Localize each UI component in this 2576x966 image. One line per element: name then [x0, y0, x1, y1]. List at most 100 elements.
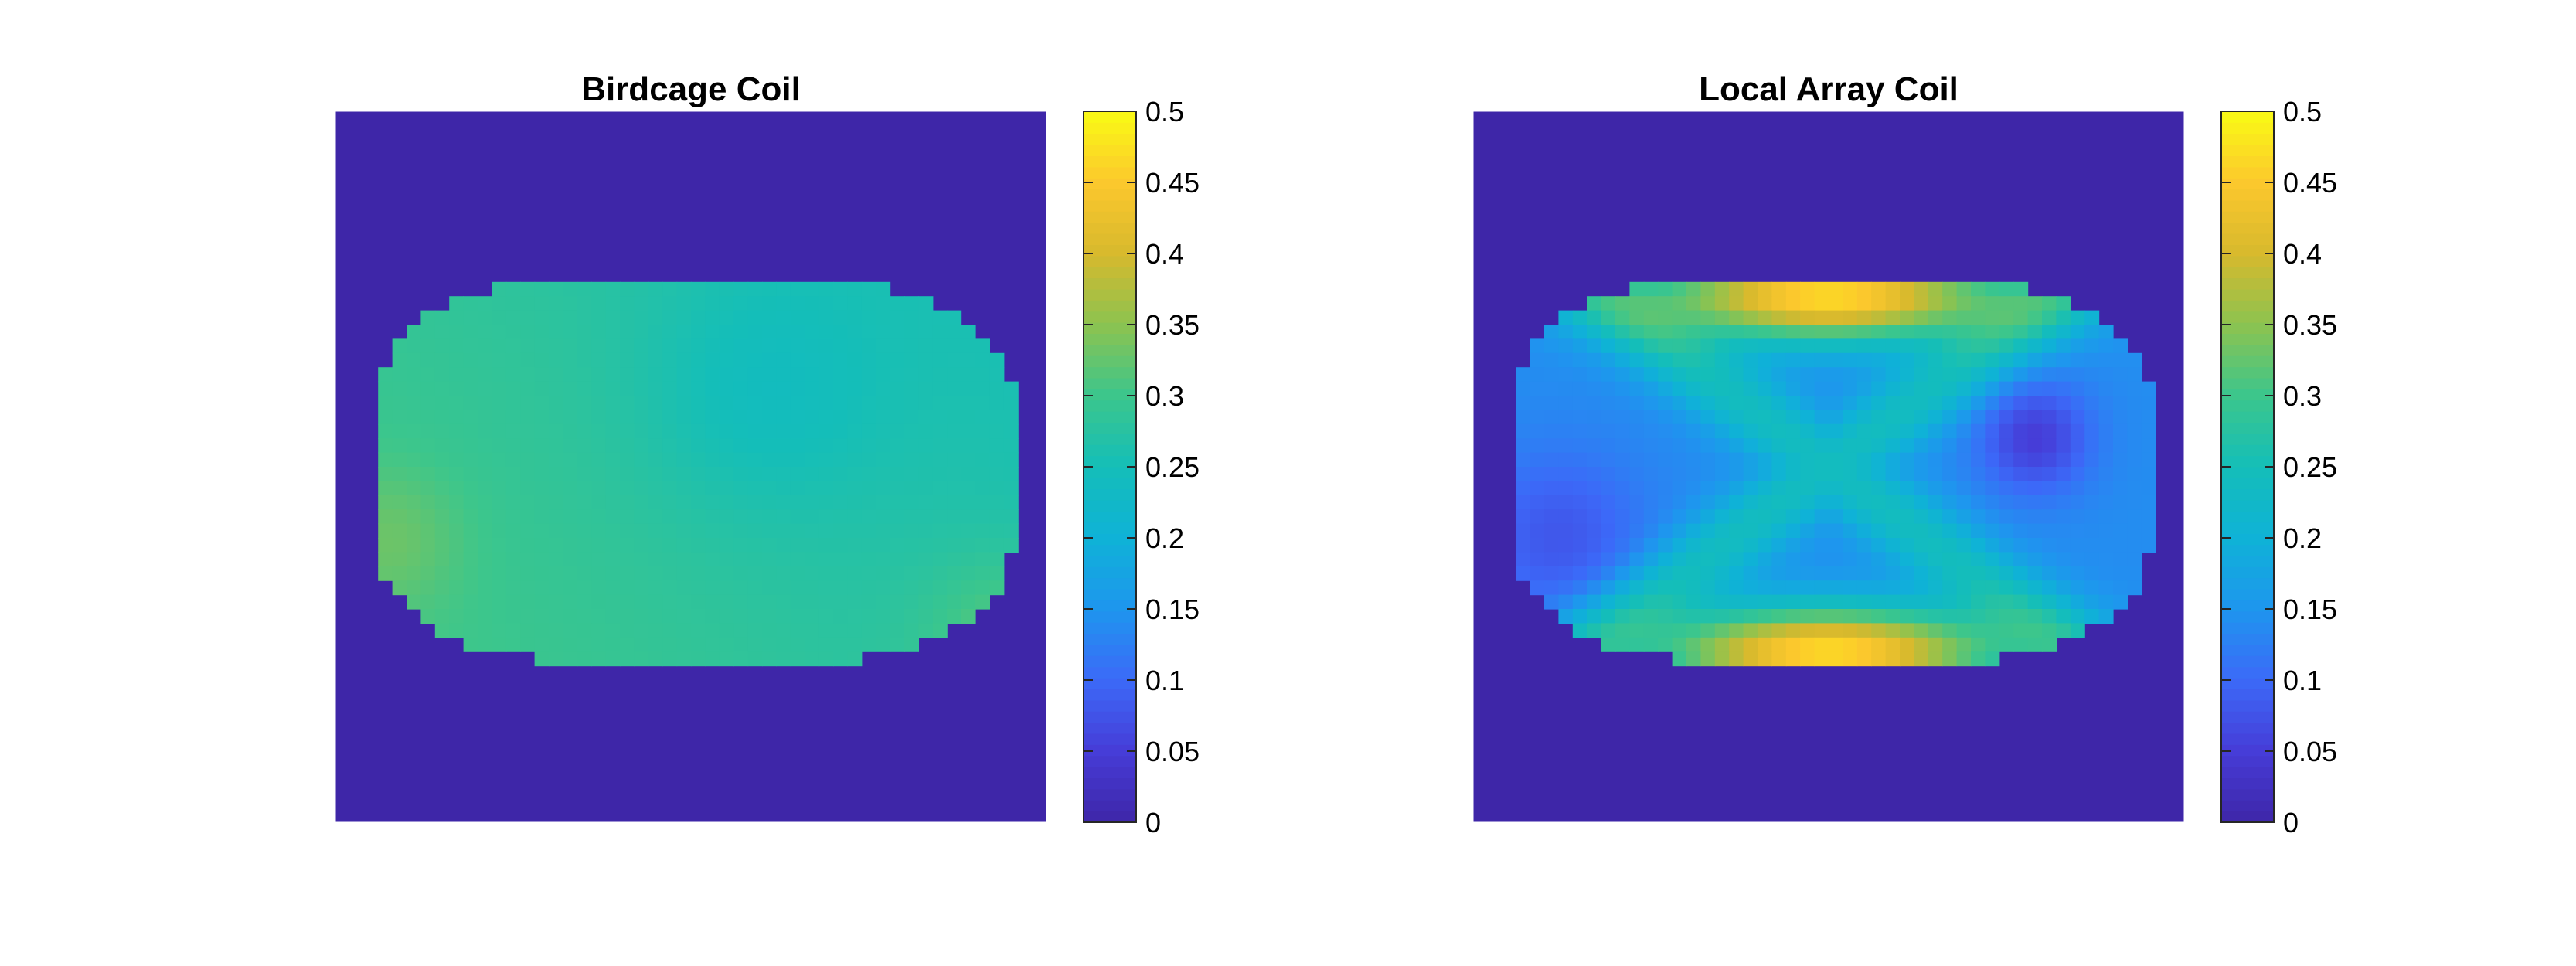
heatmap-cell — [1900, 423, 1914, 439]
heatmap-cell — [378, 367, 393, 383]
heatmap-cell — [1999, 495, 2014, 510]
heatmap-cell — [407, 566, 421, 581]
heatmap-cell — [605, 637, 621, 652]
heatmap-cell — [691, 396, 706, 410]
heatmap-cell — [1956, 452, 1972, 468]
heatmap-cell — [904, 594, 919, 610]
heatmap-cell — [478, 623, 492, 638]
heatmap-cell — [1871, 609, 1887, 624]
colorbar-tick-label: 0.05 — [1145, 736, 1200, 767]
heatmap-cell — [2113, 381, 2128, 396]
heatmap-cell — [1530, 338, 1545, 354]
heatmap-cell — [876, 467, 891, 481]
heatmap-cell — [705, 338, 720, 354]
heatmap-cell — [918, 325, 934, 339]
heatmap-cell — [719, 594, 734, 610]
heatmap-cell — [1942, 594, 1958, 610]
heatmap-cell — [392, 523, 407, 539]
heatmap-cell — [2056, 367, 2071, 383]
heatmap-cell — [1658, 410, 1673, 425]
heatmap-cell — [676, 566, 692, 581]
heatmap-cell — [634, 410, 649, 425]
heatmap-cell — [805, 481, 820, 496]
heatmap-cell — [1700, 352, 1716, 368]
heatmap-cell — [520, 594, 536, 610]
heatmap-cell — [1686, 423, 1701, 439]
heatmap-cell — [1558, 538, 1574, 553]
heatmap-cell — [904, 481, 919, 496]
heatmap-cell — [762, 609, 777, 624]
heatmap-cell — [1758, 367, 1772, 383]
heatmap-cell — [1003, 438, 1019, 454]
heatmap-cell — [876, 637, 891, 652]
heatmap-cell — [2013, 352, 2029, 368]
heatmap-cell — [591, 481, 607, 496]
heatmap-cell — [634, 609, 649, 624]
heatmap-cell — [961, 338, 976, 354]
heatmap-cell — [1971, 367, 1986, 383]
heatmap-cell — [747, 623, 763, 638]
heatmap-cell — [876, 538, 891, 553]
heatmap-cell — [549, 281, 563, 297]
heatmap-cell — [975, 566, 990, 581]
heatmap-cell — [1814, 523, 1829, 539]
colorbar-segment — [2221, 666, 2274, 679]
heatmap-cell — [1643, 481, 1659, 496]
heatmap-cell — [1729, 509, 1744, 525]
heatmap-cell — [2113, 338, 2128, 354]
heatmap-cell — [833, 509, 848, 525]
heatmap-cell — [449, 495, 464, 510]
heatmap-cell — [1771, 325, 1787, 339]
colorbar-segment — [2221, 733, 2274, 745]
heatmap-cell — [2027, 438, 2043, 454]
heatmap-cell — [747, 651, 763, 667]
heatmap-cell — [1971, 381, 1986, 396]
heatmap-cell — [1900, 452, 1914, 468]
heatmap-cell — [1829, 296, 1843, 311]
heatmap-cell — [847, 410, 863, 425]
heatmap-cell — [1985, 594, 2000, 610]
heatmap-cell — [1743, 310, 1758, 325]
heatmap-cell — [1800, 637, 1815, 652]
heatmap-cell — [1601, 338, 1616, 354]
heatmap-cell — [762, 538, 777, 553]
heatmap-cell — [2127, 352, 2142, 368]
heatmap-cell — [1714, 523, 1730, 539]
heatmap-cell — [577, 423, 592, 439]
heatmap-cell — [1516, 423, 1531, 439]
heatmap-cell — [577, 609, 592, 624]
heatmap-cell — [890, 338, 905, 354]
heatmap-cell — [2113, 367, 2128, 383]
heatmap-cell — [747, 509, 763, 525]
heatmap-cell — [1558, 396, 1574, 410]
heatmap-cell — [563, 325, 578, 339]
heatmap-cell — [847, 580, 863, 596]
heatmap-cell — [620, 566, 635, 581]
heatmap-cell — [1714, 509, 1730, 525]
heatmap-cell — [1629, 566, 1645, 581]
heatmap-cell — [648, 566, 663, 581]
heatmap-cell — [1700, 310, 1716, 325]
heatmap-cell — [1615, 438, 1630, 454]
heatmap-cell — [762, 352, 777, 368]
heatmap-cell — [2141, 410, 2156, 425]
heatmap-cell — [1814, 580, 1829, 596]
heatmap-cell — [478, 481, 492, 496]
heatmap-cell — [549, 410, 563, 425]
heatmap-cell — [1601, 594, 1616, 610]
heatmap-cell — [1558, 410, 1574, 425]
heatmap-cell — [1843, 523, 1858, 539]
heatmap-cell — [1885, 423, 1901, 439]
heatmap-cell — [1700, 410, 1716, 425]
heatmap-cell — [1814, 325, 1829, 339]
heatmap-cell — [1771, 381, 1787, 396]
colorbar-segment — [1084, 699, 1136, 712]
heatmap-cell — [847, 637, 863, 652]
heatmap-cell — [691, 367, 706, 383]
heatmap-cell — [1985, 651, 2000, 667]
heatmap-cell — [1843, 281, 1858, 297]
heatmap-cell — [847, 296, 863, 311]
heatmap-cell — [805, 296, 820, 311]
heatmap-cell — [2141, 495, 2156, 510]
heatmap-cell — [577, 651, 592, 667]
